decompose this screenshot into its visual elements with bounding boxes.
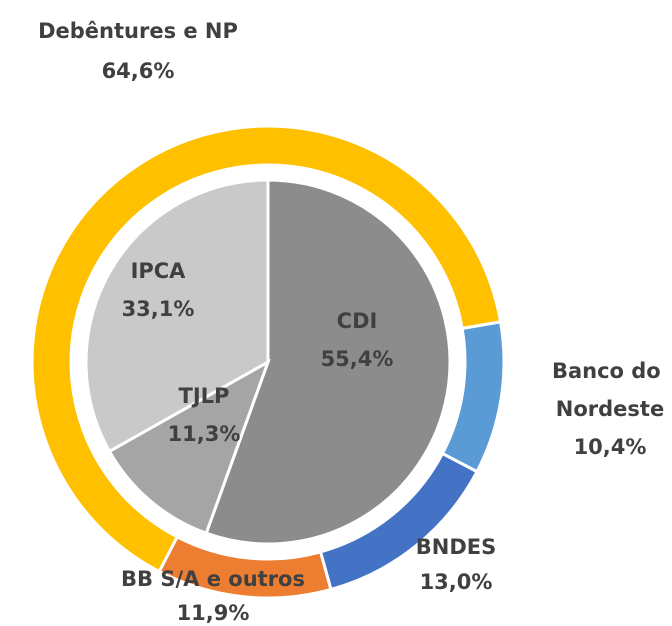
category-label: Debêntures e NP	[38, 19, 238, 43]
category-label: Banco do Nordeste	[552, 359, 668, 421]
donut-segment	[440, 320, 506, 474]
value-label: 64,6%	[102, 59, 175, 83]
donut-segment	[30, 124, 503, 574]
category-label: IPCA	[131, 259, 187, 283]
donut-segment	[157, 534, 333, 600]
category-label: TJLP	[179, 384, 230, 408]
pie-slice	[204, 178, 452, 546]
value-label: 11,3%	[168, 422, 241, 446]
category-label: BB S/A e outros	[121, 567, 305, 591]
value-label: 10,4%	[574, 435, 647, 459]
value-label: 11,9%	[177, 601, 250, 625]
category-label: BNDES	[416, 535, 496, 559]
pie-slice	[84, 178, 270, 454]
category-label: CDI	[337, 309, 378, 333]
value-label: 33,1%	[122, 297, 195, 321]
value-label: 13,0%	[420, 570, 493, 594]
pie-slice	[107, 358, 271, 536]
value-label: 55,4%	[321, 347, 394, 371]
